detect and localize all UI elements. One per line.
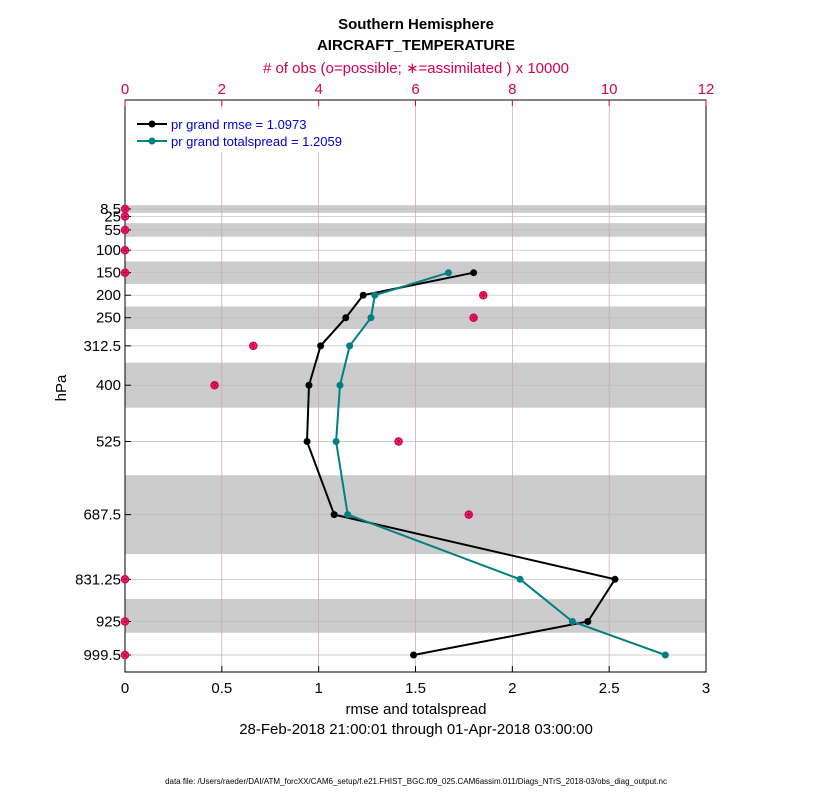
obs-assimilated-3 [121, 246, 129, 255]
series-0-point-4 [305, 381, 313, 389]
obs-assimilated-9-stroke-3 [395, 438, 402, 445]
y-axis-label: hPa [53, 374, 70, 401]
series-1-point-2 [367, 314, 375, 322]
series-lines [303, 269, 669, 659]
series-1-point-4 [336, 381, 344, 389]
obs-assimilated-1 [121, 212, 129, 221]
obs-assimilated-13-stroke-3 [121, 651, 129, 659]
series-0-point-8 [584, 617, 592, 625]
series-1-point-8 [568, 617, 576, 625]
y-tick-label-4: 150 [96, 265, 121, 282]
obs-assimilated-8-stroke-3 [211, 381, 218, 389]
chart-subtitle: AIRCRAFT_TEMPERATURE [317, 37, 515, 54]
series-0-point-2 [342, 314, 350, 322]
y-tick-label-11: 831.25 [75, 571, 121, 588]
x-tick-label-6: 3 [702, 680, 710, 697]
series-1-point-6 [344, 511, 352, 519]
obs-assimilated-5-stroke-3 [479, 291, 487, 299]
date-range: 28-Feb-2018 21:00:01 through 01-Apr-2018… [239, 721, 593, 738]
obs-assimilated-10 [464, 510, 473, 519]
y-tick-label-0: 8.5 [100, 201, 121, 218]
y-tick-label-10: 687.5 [83, 507, 121, 524]
y-tick-label-13: 999.5 [83, 647, 121, 664]
obs-assimilated-0 [121, 205, 129, 214]
obs-assimilated-12-stroke-3 [121, 618, 129, 625]
top-axis: 0 2 4 6 8 10 12 [121, 81, 715, 106]
obs-assimilated-3-stroke-3 [121, 246, 129, 254]
top-tick-label-5: 10 [601, 81, 618, 98]
obs-assimilated-8 [210, 381, 219, 390]
y-tick-label-8: 400 [96, 377, 121, 394]
legend-box [130, 109, 380, 153]
bottom-axis: 0 0.5 1 1.5 2 2.5 3 [121, 666, 710, 697]
y-tick-label-7: 312.5 [83, 338, 121, 355]
legend-marker-spread [148, 137, 156, 145]
series-line-0 [305, 271, 617, 656]
y-tick-label-9: 525 [96, 433, 121, 450]
series-0-point-3 [317, 342, 325, 350]
y-tick-label-1: 25 [104, 208, 121, 225]
grid-lines [124, 100, 707, 672]
top-tick-label-1: 2 [218, 81, 226, 98]
series-1-point-0 [444, 269, 452, 277]
y-tick-label-6: 250 [96, 310, 121, 327]
top-tick-label-6: 12 [698, 81, 715, 98]
series-0-point-9 [410, 651, 418, 659]
series-1-point-1 [371, 291, 379, 299]
obs-assimilated-4 [121, 268, 129, 277]
x-tick-label-1: 0.5 [211, 680, 232, 697]
obs-assimilated-12 [121, 617, 129, 626]
obs-assimilated-7-stroke-3 [250, 342, 257, 350]
x-tick-label-3: 1.5 [405, 680, 426, 697]
obs-assimilated-7 [249, 341, 258, 350]
series-1-point-5 [332, 437, 340, 445]
series-0-point-1 [359, 291, 367, 299]
obs-assimilated-0-stroke-3 [121, 205, 129, 213]
x-tick-label-0: 0 [121, 680, 129, 697]
legend: pr grand rmse = 1.0973 pr grand totalspr… [130, 109, 380, 153]
obs-assimilated-11-stroke-3 [121, 576, 129, 583]
obs-assimilated-9 [394, 437, 403, 446]
series-1-point-7 [516, 575, 524, 583]
series-0-point-0 [470, 269, 478, 277]
obs-assimilated-10-stroke-3 [465, 511, 473, 518]
top-tick-label-3: 6 [411, 81, 419, 98]
obs-assimilated-13 [121, 651, 129, 660]
series-0-point-5 [303, 437, 311, 445]
y-tick-label-2: 55 [104, 222, 121, 239]
obs-assimilated-6-stroke-3 [470, 314, 477, 322]
top-tick-label-4: 8 [508, 81, 516, 98]
top-axis-label: # of obs (o=possible; ∗=assimilated ) x … [263, 60, 569, 77]
series-1-point-9 [661, 651, 669, 659]
legend-label-spread: pr grand totalspread = 1.2059 [171, 134, 342, 149]
series-0-point-6 [330, 511, 338, 519]
obs-assimilated-6 [469, 313, 478, 322]
obs-markers [120, 204, 488, 660]
obs-assimilated-4-stroke-3 [121, 269, 129, 277]
series-line-1 [335, 271, 666, 656]
x-axis-label: rmse and totalspread [346, 701, 487, 718]
y-tick-label-12: 925 [96, 613, 121, 630]
y-tick-label-3: 100 [96, 242, 121, 259]
obs-assimilated-2 [121, 225, 129, 234]
chart-title: Southern Hemisphere [338, 16, 494, 33]
legend-label-rmse: pr grand rmse = 1.0973 [171, 117, 307, 132]
series-0-point-7 [611, 575, 619, 583]
series-1-point-3 [346, 342, 354, 350]
y-tick-label-5: 200 [96, 287, 121, 304]
top-tick-label-2: 4 [314, 81, 322, 98]
top-tick-label-0: 0 [121, 81, 129, 98]
footer-file: data file: /Users/raeder/DAI/ATM_forcXX/… [165, 777, 667, 786]
legend-marker-rmse [148, 120, 156, 128]
obs-assimilated-11 [121, 575, 129, 584]
obs-assimilated-2-stroke-3 [121, 226, 129, 234]
obs-assimilated-5 [479, 291, 488, 300]
x-tick-label-4: 2 [508, 680, 516, 697]
x-tick-label-5: 2.5 [599, 680, 620, 697]
obs-assimilated-1-stroke-3 [121, 213, 129, 220]
x-tick-label-2: 1 [314, 680, 322, 697]
